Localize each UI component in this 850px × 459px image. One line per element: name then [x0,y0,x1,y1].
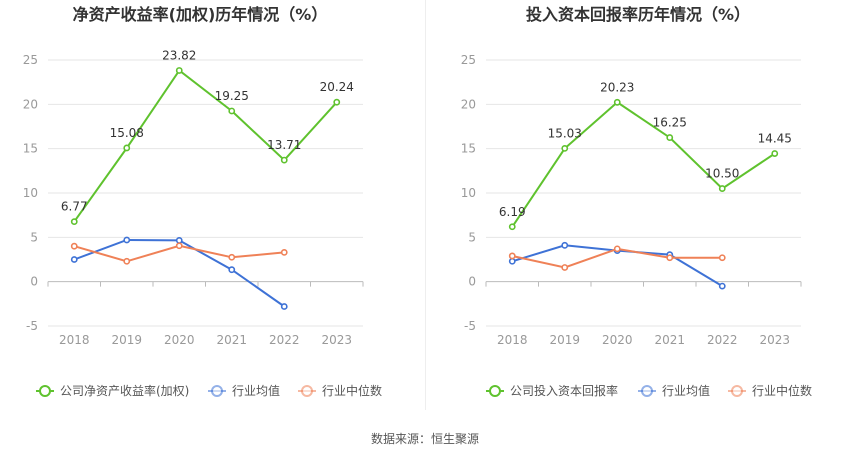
data-point-company [613,98,621,106]
data-point-company [70,218,78,226]
y-tick-label: 25 [461,53,476,67]
data-point-company [508,223,516,231]
data-label: 6.19 [499,205,526,219]
data-point-median [280,249,288,256]
legend-label: 行业均值 [232,383,280,398]
y-tick-label: 0 [468,275,476,289]
y-tick-label: 25 [23,53,38,67]
data-point-median [70,242,78,250]
legend-label: 公司投入资本回报率 [510,383,618,398]
legend-swatch-marker [731,385,743,397]
legend-label: 行业均值 [662,383,710,398]
y-tick-label: 15 [461,142,476,156]
x-tick-label: 2023 [759,333,790,347]
legend-item-avg: 行业均值 [638,383,710,398]
legend-item-company: 公司投入资本回报率 [486,383,618,398]
data-label: 20.24 [320,80,354,94]
data-source-note: 数据来源：恒生聚源 [370,432,479,446]
series-line-avg [73,238,285,308]
x-tick-label: 2021 [216,333,247,347]
x-tick-label: 2018 [497,333,528,347]
legend-swatch-marker [39,385,51,397]
data-label: 23.82 [162,48,196,62]
data-point-median [666,254,674,262]
data-point-company [123,144,131,152]
y-tick-label: 5 [468,230,476,244]
legend-item-avg: 行业均值 [208,383,280,398]
y-tick-label: 20 [461,97,476,111]
data-point-avg [70,256,78,263]
data-point-company [333,98,341,106]
y-tick-label: 10 [461,186,476,200]
x-tick-label: 2022 [707,333,738,347]
legend-swatch-marker [489,385,501,397]
x-tick-label: 2020 [164,333,195,347]
data-label: 15.08 [110,126,144,140]
data-point-median [123,257,131,265]
data-point-company [718,185,726,192]
legend-item-company: 公司净资产收益率(加权) [36,383,189,398]
y-tick-label: 0 [30,275,38,289]
data-point-avg [228,266,236,274]
y-tick-label: 15 [23,142,38,156]
data-label: 6.77 [61,200,88,214]
data-label: 13.71 [267,138,301,152]
data-point-avg [175,237,183,244]
x-tick-label: 2019 [549,333,580,347]
legend-swatch-marker [211,385,223,397]
series-line-company [73,69,338,223]
data-point-company [561,145,569,152]
data-point-company [666,134,674,141]
data-label: 15.03 [548,126,582,140]
data-label: 10.50 [705,167,739,181]
x-tick-label: 2021 [654,333,685,347]
legend-label: 行业中位数 [752,383,812,398]
data-point-company [280,156,288,164]
data-point-median [561,264,569,271]
chart-title: 净资产收益率(加权)历年情况（%） [73,5,328,24]
legend-swatch-marker [641,385,653,397]
x-tick-label: 2019 [111,333,142,347]
data-label: 14.45 [758,132,792,146]
data-point-company [228,107,236,115]
chart-title: 投入资本回报率历年情况（%） [526,5,750,24]
data-point-company [771,150,779,157]
legend-item-median: 行业中位数 [298,383,382,398]
x-tick-label: 2023 [321,333,352,347]
y-tick-label: 10 [23,186,38,200]
series-line-company [511,101,776,228]
data-point-avg [561,241,569,249]
x-tick-label: 2020 [602,333,633,347]
y-tick-label: 20 [23,97,38,111]
y-tick-label: -5 [464,319,476,333]
data-point-avg [508,257,516,265]
x-tick-label: 2018 [59,333,90,347]
legend-swatch-marker [301,385,313,397]
data-point-median [228,253,236,261]
data-point-median [613,245,621,253]
data-label: 19.25 [215,89,249,103]
y-tick-label: -5 [26,319,38,333]
x-tick-label: 2022 [269,333,300,347]
data-point-median [175,242,183,250]
data-point-median [508,252,516,260]
chart-2: 投入资本回报率历年情况（%） 25 20 15 10 5 0 -5 2018 2019 2020 20… [461,5,812,398]
legend-item-median: 行业中位数 [728,383,812,398]
data-label: 16.25 [653,116,687,130]
data-label: 20.23 [600,80,634,94]
y-tick-label: 5 [30,230,38,244]
data-point-avg [123,236,131,244]
data-point-avg [280,303,288,310]
legend-label: 公司净资产收益率(加权) [60,383,189,398]
legend-label: 行业中位数 [322,383,382,398]
panel-divider [425,0,426,410]
chart-1: 净资产收益率(加权)历年情况（%） 25 20 15 10 5 0 -5 2018 2019 202… [23,5,382,398]
data-point-company [175,67,183,74]
data-point-median [718,254,726,262]
data-point-avg [718,282,726,290]
